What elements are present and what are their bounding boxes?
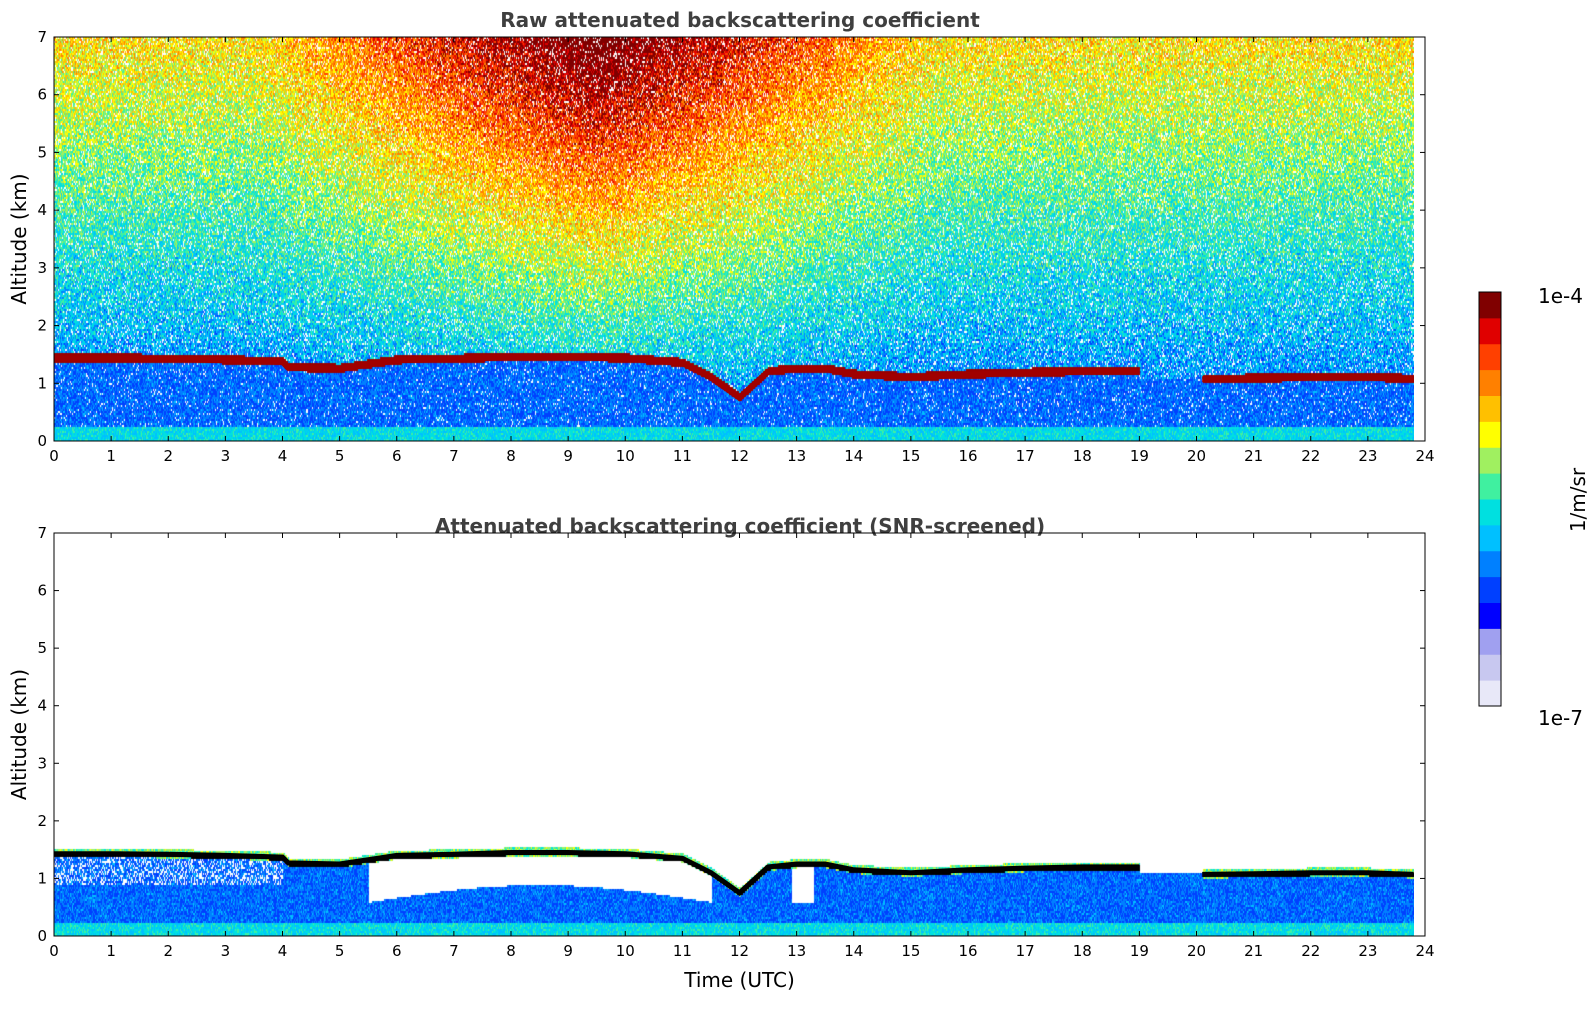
x-tick-label: 2 <box>163 447 173 465</box>
colorbar-swatch <box>1479 369 1501 396</box>
x-axis-label: Time (UTC) <box>683 968 795 992</box>
x-tick-label: 14 <box>844 942 863 960</box>
x-tick-label: 23 <box>1358 447 1377 465</box>
y-tick-label: 6 <box>37 582 47 600</box>
x-tick-label: 9 <box>563 942 573 960</box>
y-tick-label: 4 <box>37 697 47 715</box>
x-tick-label: 12 <box>730 942 749 960</box>
y-axis-label: Altitude (km) <box>7 669 31 800</box>
colorbar-swatch <box>1479 680 1501 707</box>
x-tick-label: 22 <box>1301 447 1320 465</box>
colorbar-swatch <box>1479 473 1501 500</box>
colorbar-swatch <box>1479 654 1501 681</box>
colorbar: 1e-4 1e-7 1/m/sr <box>1478 284 1590 730</box>
x-tick-label: 16 <box>958 447 977 465</box>
colorbar-swatch <box>1479 602 1501 629</box>
x-tick-label: 5 <box>335 447 345 465</box>
x-tick-label: 8 <box>506 447 516 465</box>
y-tick-label: 3 <box>37 754 47 772</box>
x-tick-label: 11 <box>673 447 692 465</box>
x-tick-label: 19 <box>1130 447 1149 465</box>
x-tick-label: 21 <box>1244 447 1263 465</box>
x-tick-label: 23 <box>1358 942 1377 960</box>
colorbar-swatch <box>1479 447 1501 474</box>
backscatter-heatmap <box>54 37 1414 441</box>
colorbar-swatch <box>1479 395 1501 422</box>
x-tick-label: 24 <box>1415 942 1434 960</box>
y-tick-label: 2 <box>37 317 47 335</box>
colorbar-swatch <box>1479 421 1501 448</box>
snr-screened-panel: Attenuated backscattering coefficient (S… <box>7 514 1435 992</box>
x-tick-label: 24 <box>1415 447 1434 465</box>
y-tick-label: 1 <box>37 374 47 392</box>
x-tick-label: 6 <box>392 942 402 960</box>
raw-panel-title: Raw attenuated backscattering coefficien… <box>500 8 980 32</box>
x-tick-label: 3 <box>221 447 231 465</box>
x-tick-label: 7 <box>449 447 459 465</box>
x-tick-label: 0 <box>49 942 59 960</box>
x-tick-label: 15 <box>901 942 920 960</box>
x-tick-label: 13 <box>787 942 806 960</box>
x-tick-label: 1 <box>106 447 116 465</box>
y-tick-label: 5 <box>37 143 47 161</box>
x-tick-label: 7 <box>449 942 459 960</box>
y-tick-label: 4 <box>37 201 47 219</box>
x-tick-label: 22 <box>1301 942 1320 960</box>
y-tick-label: 3 <box>37 259 47 277</box>
y-tick-label: 5 <box>37 639 47 657</box>
y-tick-label: 2 <box>37 812 47 830</box>
cloud-layer-trace <box>54 850 1414 896</box>
x-tick-label: 10 <box>616 942 635 960</box>
raw-backscatter-panel: Raw attenuated backscattering coefficien… <box>7 8 1435 465</box>
colorbar-unit-label: 1/m/sr <box>1566 467 1590 532</box>
colorbar-swatch <box>1479 499 1501 526</box>
x-tick-label: 4 <box>278 942 288 960</box>
x-tick-label: 12 <box>730 447 749 465</box>
x-tick-label: 4 <box>278 447 288 465</box>
y-axis-label: Altitude (km) <box>7 173 31 304</box>
x-tick-label: 11 <box>673 942 692 960</box>
y-tick-label: 0 <box>37 927 47 945</box>
x-tick-label: 18 <box>1073 942 1092 960</box>
colorbar-swatch <box>1479 628 1501 655</box>
x-tick-label: 17 <box>1016 447 1035 465</box>
x-tick-label: 19 <box>1130 942 1149 960</box>
backscatter-heatmap <box>54 533 1414 936</box>
y-tick-label: 1 <box>37 869 47 887</box>
colorbar-swatch <box>1479 576 1501 603</box>
x-tick-label: 13 <box>787 447 806 465</box>
x-tick-label: 1 <box>106 942 116 960</box>
colorbar-swatch <box>1479 524 1501 552</box>
x-tick-label: 15 <box>901 447 920 465</box>
x-tick-label: 16 <box>958 942 977 960</box>
x-tick-label: 14 <box>844 447 863 465</box>
colorbar-frame <box>1478 291 1502 707</box>
x-tick-label: 6 <box>392 447 402 465</box>
x-tick-label: 2 <box>163 942 173 960</box>
y-tick-label: 6 <box>37 86 47 104</box>
x-tick-label: 3 <box>221 942 231 960</box>
x-tick-label: 20 <box>1187 447 1206 465</box>
x-tick-label: 5 <box>335 942 345 960</box>
x-tick-label: 0 <box>49 447 59 465</box>
colorbar-swatch <box>1479 292 1501 319</box>
x-tick-label: 17 <box>1016 942 1035 960</box>
y-tick-label: 7 <box>37 524 47 542</box>
colorbar-swatch <box>1479 550 1501 578</box>
x-tick-label: 21 <box>1244 942 1263 960</box>
x-tick-label: 8 <box>506 942 516 960</box>
y-tick-label: 7 <box>37 28 47 46</box>
x-tick-label: 20 <box>1187 942 1206 960</box>
colorbar-swatch <box>1479 317 1501 345</box>
x-tick-label: 18 <box>1073 447 1092 465</box>
cloud-layer-trace <box>54 354 1414 402</box>
colorbar-swatch <box>1479 343 1501 371</box>
colorbar-max-label: 1e-4 <box>1538 284 1583 308</box>
x-tick-label: 9 <box>563 447 573 465</box>
x-tick-label: 10 <box>616 447 635 465</box>
colorbar-min-label: 1e-7 <box>1538 706 1583 730</box>
y-tick-label: 0 <box>37 432 47 450</box>
